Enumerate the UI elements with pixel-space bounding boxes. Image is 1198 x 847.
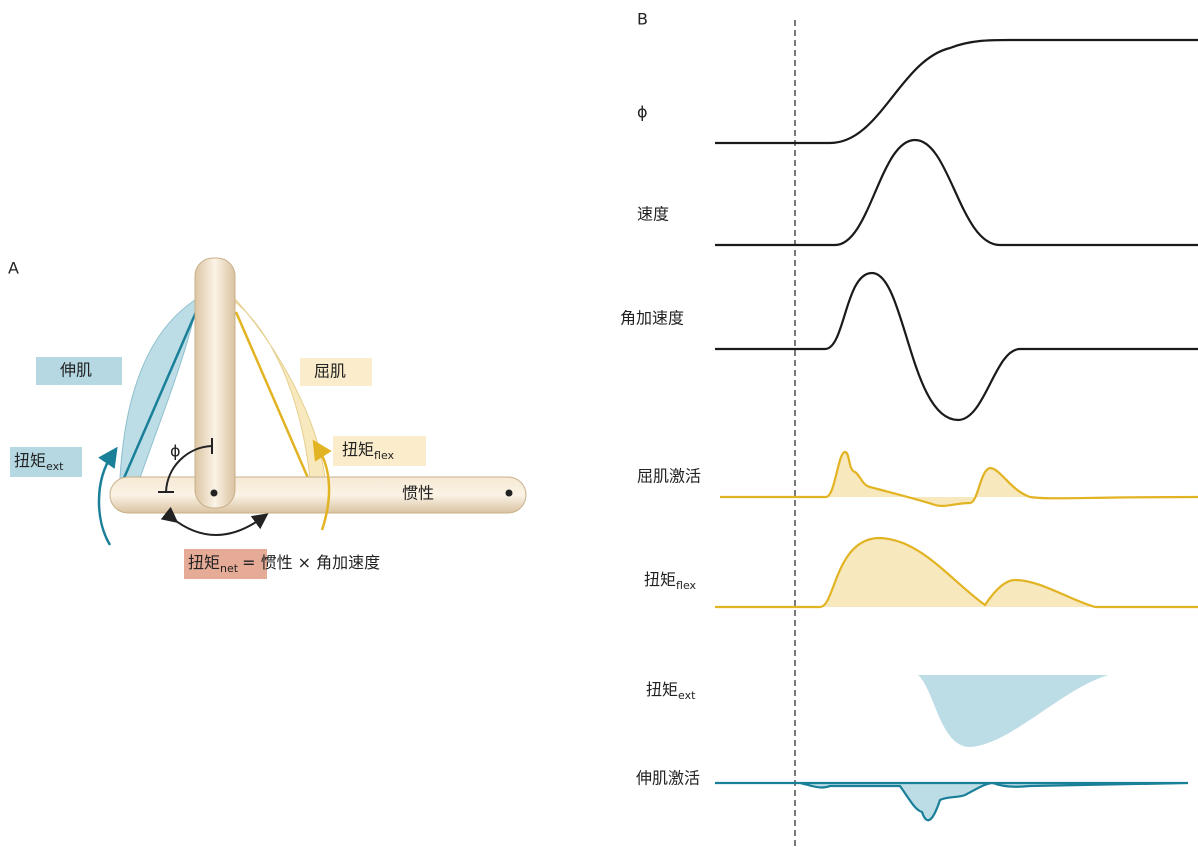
trace-label: ϕ [637, 103, 648, 122]
flexor-activation [720, 450, 1198, 508]
panel-b: B ϕ 速度 角加速度 屈肌激活 扭矩flex 扭矩ext 伸肌激活 [620, 10, 1198, 847]
trace-label: 扭矩ext [646, 680, 696, 703]
flex-arrow [312, 439, 332, 531]
acceleration-trace [715, 271, 1198, 422]
horizontal-bone [109, 476, 527, 514]
extensor-label: 伸肌 [60, 361, 92, 380]
label-box [10, 447, 82, 477]
extensor-muscle [119, 299, 199, 479]
subscript: ext [46, 460, 64, 473]
trace-label: 屈肌激活 [637, 467, 701, 486]
trace-label: 角加速度 [620, 309, 684, 328]
torque-ext-label: 扭矩ext [14, 451, 64, 474]
base: 扭矩 [342, 440, 374, 459]
angle-arc [165, 445, 213, 493]
label-box [184, 549, 267, 579]
rhs: = 惯性 × 角加速度 [242, 553, 380, 572]
base: 扭矩 [646, 680, 678, 699]
vertical-bone [194, 257, 236, 509]
torque-flex-label: 扭矩flex [342, 440, 395, 463]
flexor-label: 屈肌 [314, 362, 346, 381]
ext-arrow [97, 446, 118, 546]
subscript: ext [678, 689, 696, 702]
panel-label: A [8, 259, 19, 278]
flexor-line [234, 311, 310, 479]
extensor-line [122, 311, 198, 479]
base: 扭矩 [644, 570, 676, 589]
extensor-torque [918, 675, 1108, 747]
subscript: flex [676, 579, 697, 592]
panel-label: B [637, 10, 648, 29]
trace-label: 扭矩flex [644, 570, 697, 593]
trace-label: 速度 [637, 205, 669, 224]
trace-label: 伸肌激活 [636, 769, 700, 788]
joint [210, 489, 218, 497]
mass-point [505, 489, 513, 497]
extensor-activation [715, 781, 1189, 822]
angle-trace [715, 38, 1198, 145]
label-box [333, 436, 426, 466]
base: 扭矩 [14, 451, 46, 470]
flexor-muscle [231, 299, 326, 479]
velocity-trace [715, 138, 1198, 247]
subscript: flex [374, 449, 395, 462]
inertia-label: 惯性 [402, 484, 434, 503]
panel-a: A ϕ 伸肌 屈肌 扭矩ext 扭矩flex 惯性 扭矩net = 惯性 × 角加… [8, 257, 527, 579]
equation: 扭矩net = 惯性 × 角加速度 [188, 553, 380, 576]
phi-label: ϕ [170, 442, 181, 461]
flexor-torque [715, 536, 1198, 609]
label-box [300, 358, 372, 386]
base: 扭矩 [188, 553, 220, 572]
subscript: net [220, 562, 239, 575]
label-box [36, 357, 122, 385]
rotation-arrow [160, 506, 269, 536]
